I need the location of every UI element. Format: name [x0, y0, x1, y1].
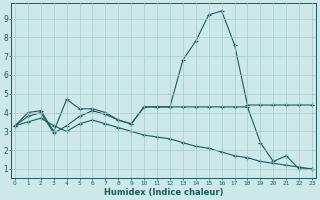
X-axis label: Humidex (Indice chaleur): Humidex (Indice chaleur)	[104, 188, 223, 197]
